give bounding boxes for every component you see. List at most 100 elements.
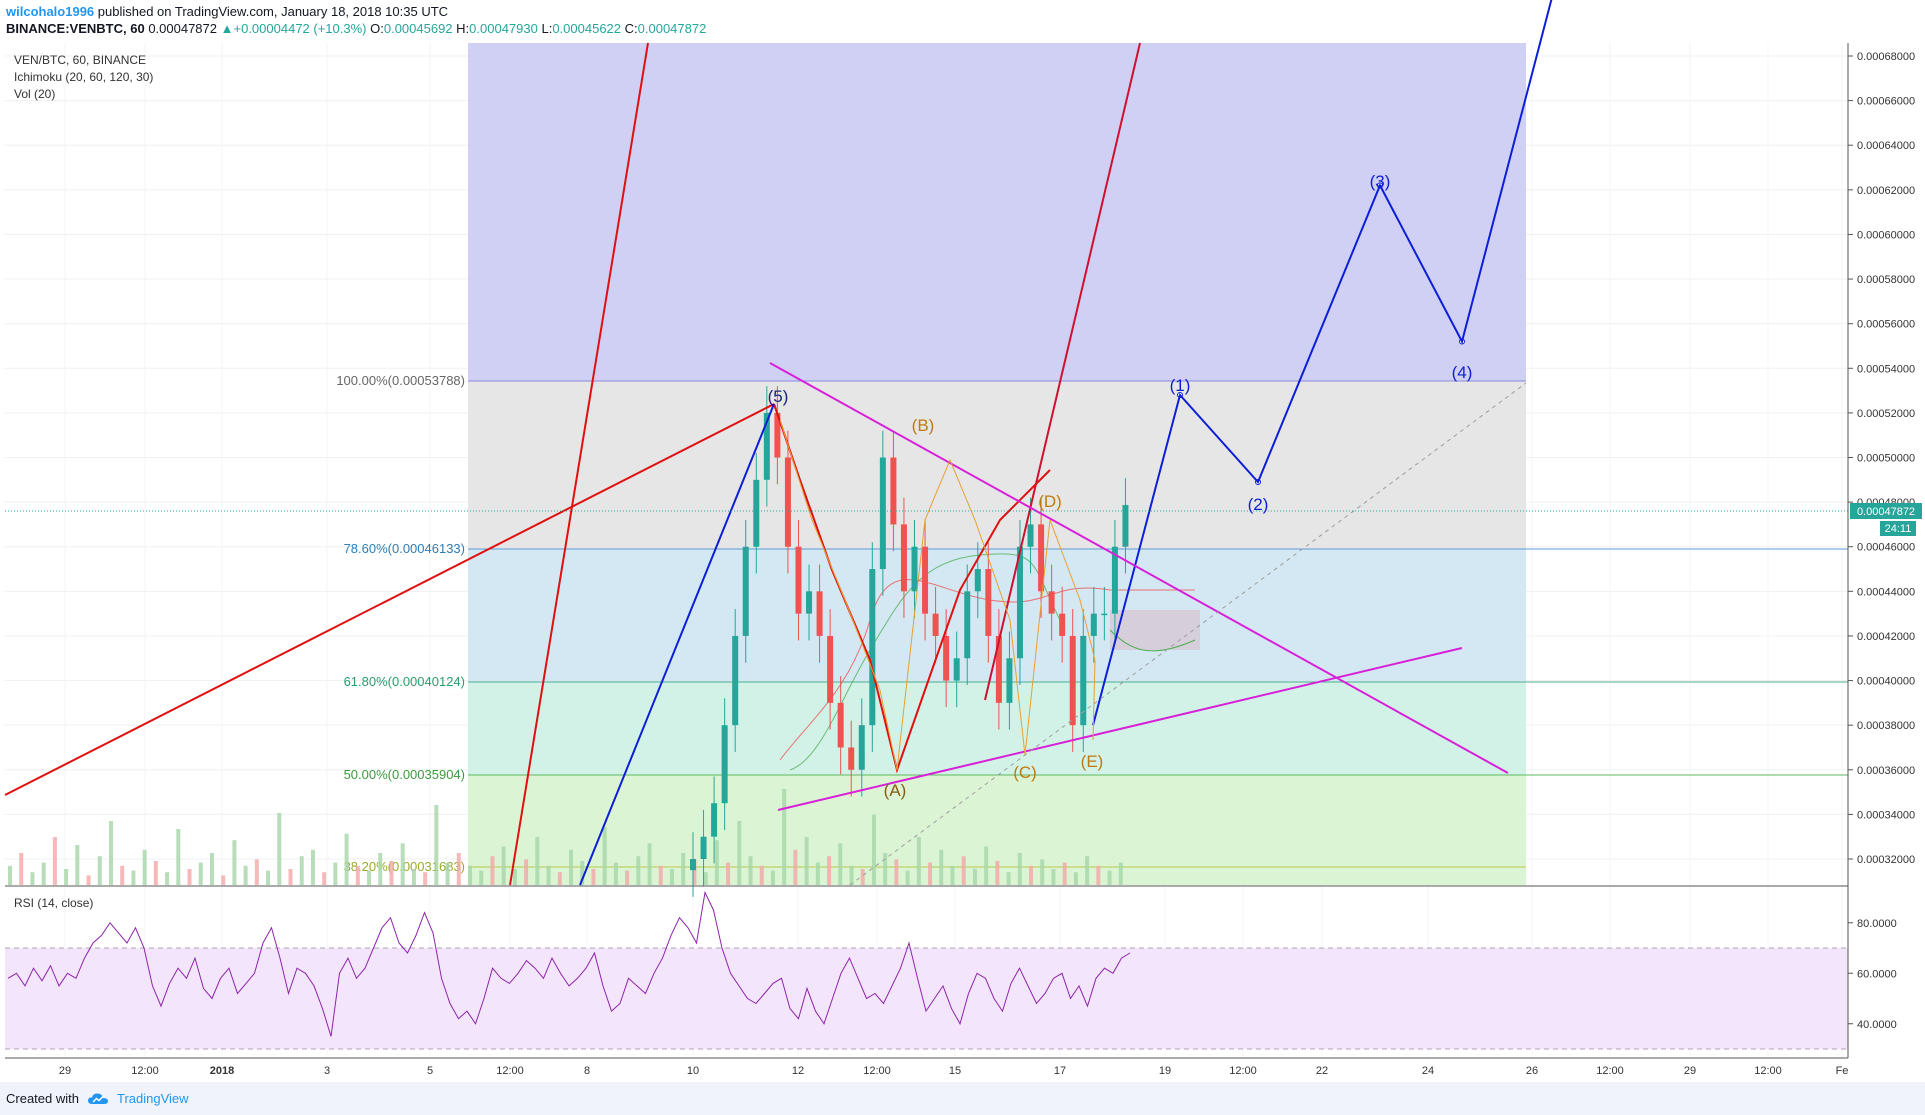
volume-bar	[602, 827, 607, 885]
volume-bar	[535, 837, 540, 885]
last-price-badge-text: 0.00047872	[1857, 506, 1915, 518]
volume-bar	[344, 833, 349, 885]
fib-zone-above-100	[468, 43, 1526, 381]
volume-bar	[86, 875, 91, 885]
volume-bar	[950, 865, 955, 885]
published-text: published on TradingView.com, January 18…	[97, 4, 449, 19]
time-tick-label: 29	[1684, 1065, 1696, 1077]
abcde-connector	[779, 419, 1096, 771]
volume-bar	[97, 856, 102, 885]
wave-label-b: (B)	[912, 416, 935, 435]
volume-bar	[288, 869, 293, 885]
legend-ichimoku[interactable]: Ichimoku (20, 60, 120, 30)	[14, 70, 153, 84]
candle-body	[943, 635, 950, 681]
volume-bar	[299, 856, 304, 885]
symbol-label: BINANCE:VENBTC, 60	[6, 21, 145, 36]
price-tick-label: 0.00050000	[1857, 453, 1915, 465]
rsi-line	[7, 890, 1131, 1037]
candle-body	[711, 803, 718, 837]
close-label: C:	[624, 21, 638, 36]
author-name[interactable]: wilcohalo1996	[6, 4, 95, 19]
candle-body	[1122, 504, 1129, 547]
volume-bar	[995, 861, 1000, 885]
volume-bar	[310, 849, 315, 885]
volume-bar	[569, 849, 573, 885]
candle-body	[911, 546, 918, 592]
volume-bar	[153, 861, 158, 885]
volume-bar	[423, 872, 428, 885]
rsi-tick-label: 60.0000	[1857, 968, 1897, 980]
volume-bar	[445, 862, 450, 885]
volume-bar	[19, 853, 24, 885]
price-tick-label: 0.00034000	[1857, 809, 1915, 821]
fib-label-618: 61.80%(0.00040124)	[344, 674, 465, 689]
time-tick-label: 12:00	[1754, 1065, 1782, 1077]
fib-label-50: 50.00%(0.00035904)	[344, 767, 465, 782]
legend-volume[interactable]: Vol (20)	[14, 87, 55, 101]
time-tick-label: 12	[792, 1065, 804, 1077]
time-tick-label: 24	[1422, 1065, 1434, 1077]
time-axis[interactable]: 29 12:00 2018 3 5 12:00 8 10 12 12:00 15 17 19 12:00 2…	[59, 1065, 1849, 1077]
price-tick-label: 0.00066000	[1857, 96, 1915, 108]
volume-bars	[8, 789, 1123, 885]
volume-bar	[456, 853, 461, 885]
triangle-lower-line	[777, 647, 1463, 811]
volume-bar	[434, 805, 439, 885]
rsi-legend[interactable]: RSI (14, close)	[14, 896, 93, 910]
volume-bar	[367, 870, 372, 885]
volume-bar	[894, 859, 899, 885]
rsi-axis[interactable]: 80.0000 60.0000 40.0000	[1848, 918, 1897, 1031]
volume-bar	[333, 862, 338, 885]
volume-bar	[30, 872, 35, 885]
volume-bar	[389, 861, 394, 885]
volume-bar	[793, 849, 798, 885]
wave-label-1: (1)	[1170, 376, 1191, 395]
price-axis[interactable]: 0.00068000 0.00066000 0.00064000 0.00062000…	[1848, 51, 1915, 866]
volume-bar	[400, 843, 405, 885]
volume-bar	[411, 869, 416, 885]
triangle-upper-line	[769, 362, 1509, 774]
last-price-badge	[1850, 503, 1922, 519]
volume-bar	[1096, 865, 1101, 885]
volume-bar	[322, 872, 327, 885]
candle-body	[1101, 613, 1108, 616]
wave-label-2: (2)	[1248, 495, 1269, 514]
footer: Created with TradingView	[0, 1082, 1925, 1115]
candle-body	[848, 747, 855, 770]
volume-bar	[703, 872, 708, 885]
wave-label-5: (5)	[768, 387, 789, 406]
rsi-tick-label: 40.0000	[1857, 1019, 1897, 1031]
candle-body	[953, 658, 960, 681]
volume-bar	[120, 865, 125, 885]
chart-canvas[interactable]: 100.00%(0.00053788) 78.60%(0.00046133) 6…	[0, 0, 1925, 1082]
fib-zone-100-786	[468, 381, 1526, 549]
volume-bar	[726, 862, 731, 885]
volume-bar	[1073, 872, 1078, 885]
tradingview-link[interactable]: TradingView	[116, 1091, 189, 1106]
last-price: 0.00047872	[148, 21, 217, 36]
volume-bar	[254, 859, 259, 885]
volume-bar	[827, 856, 832, 885]
volume-bar	[221, 875, 226, 885]
candle-body	[732, 635, 739, 726]
volume-bar	[939, 849, 944, 885]
volume-bar	[501, 846, 506, 885]
volume-bar	[468, 865, 473, 885]
candle-body	[742, 546, 749, 636]
candle-body	[1016, 546, 1023, 659]
low-label: L:	[541, 21, 553, 36]
volume-bar	[355, 865, 360, 885]
volume-bar	[546, 865, 551, 885]
price-tick-label: 0.00054000	[1857, 363, 1915, 375]
legend-title: VEN/BTC, 60, BINANCE	[14, 53, 146, 67]
volume-bar	[524, 859, 529, 885]
price-tick-label: 0.00042000	[1857, 631, 1915, 643]
candle-body	[753, 479, 760, 547]
volume-bar	[1017, 853, 1022, 885]
candle-body	[816, 591, 823, 636]
volume-bar	[647, 843, 652, 885]
volume-bar	[961, 856, 966, 885]
time-tick-label: 17	[1054, 1065, 1066, 1077]
candle-body	[985, 569, 992, 636]
time-tick-label: 12:00	[863, 1065, 891, 1077]
